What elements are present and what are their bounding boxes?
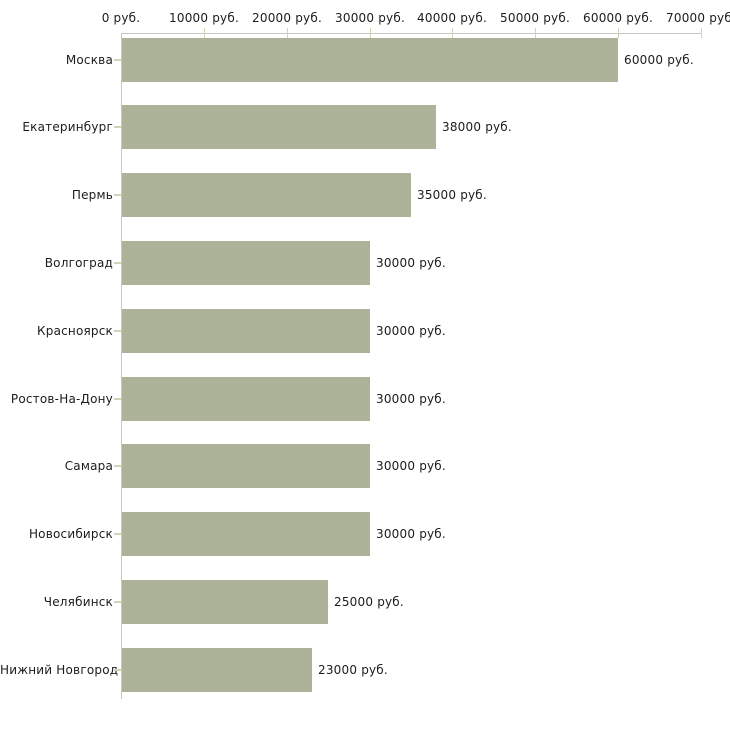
x-axis-tick-label: 50000 руб. <box>500 11 570 25</box>
category-label: Нижний Новгород <box>0 663 119 677</box>
value-label: 35000 руб. <box>417 188 487 202</box>
bar-6 <box>122 444 370 488</box>
value-label: 30000 руб. <box>376 324 446 338</box>
value-label: 25000 руб. <box>334 595 404 609</box>
category-tick <box>114 126 121 128</box>
category-tick <box>114 533 121 535</box>
value-label: 38000 руб. <box>442 120 512 134</box>
category-tick <box>114 669 121 671</box>
category-label: Пермь <box>71 188 113 202</box>
bar-5 <box>122 377 370 421</box>
x-axis-tick-label: 70000 руб. <box>666 11 730 25</box>
x-axis-tick-label: 0 руб. <box>101 11 141 25</box>
category-label: Челябинск <box>43 595 113 609</box>
bar-2 <box>122 173 411 217</box>
category-tick <box>114 601 121 603</box>
bar-9 <box>122 648 312 692</box>
bar-8 <box>122 580 328 624</box>
x-axis-tick <box>701 28 702 38</box>
bar-4 <box>122 309 370 353</box>
bar-0 <box>122 38 618 82</box>
x-axis-tick <box>287 28 288 38</box>
value-label: 30000 руб. <box>376 527 446 541</box>
bar-7 <box>122 512 370 556</box>
x-axis-tick <box>370 28 371 38</box>
x-axis-tick-label: 60000 руб. <box>583 11 653 25</box>
category-label: Екатеринбург <box>22 120 113 134</box>
category-label: Красноярск <box>37 324 113 338</box>
value-label: 30000 руб. <box>376 392 446 406</box>
category-label: Ростов-На-Дону <box>10 392 113 406</box>
x-axis-tick-label: 30000 руб. <box>335 11 405 25</box>
x-axis-tick-label: 10000 руб. <box>169 11 239 25</box>
x-axis-tick <box>618 28 619 38</box>
category-label: Москва <box>65 53 113 67</box>
y-axis-line <box>121 33 122 699</box>
category-tick <box>114 330 121 332</box>
bar-3 <box>122 241 370 285</box>
category-tick <box>114 194 121 196</box>
value-label: 23000 руб. <box>318 663 388 677</box>
value-label: 60000 руб. <box>624 53 694 67</box>
category-tick <box>114 262 121 264</box>
x-axis-tick <box>452 28 453 38</box>
category-label: Новосибирск <box>28 527 113 541</box>
bar-1 <box>122 105 436 149</box>
value-label: 30000 руб. <box>376 459 446 473</box>
category-tick <box>114 398 121 400</box>
x-axis-tick-label: 40000 руб. <box>417 11 487 25</box>
value-label: 30000 руб. <box>376 256 446 270</box>
x-axis-tick <box>535 28 536 38</box>
category-label: Самара <box>64 459 113 473</box>
x-axis-line <box>121 33 702 34</box>
x-axis-tick <box>204 28 205 38</box>
category-tick <box>114 465 121 467</box>
category-label: Волгоград <box>44 256 113 270</box>
x-axis-tick-label: 20000 руб. <box>252 11 322 25</box>
category-tick <box>114 59 121 61</box>
